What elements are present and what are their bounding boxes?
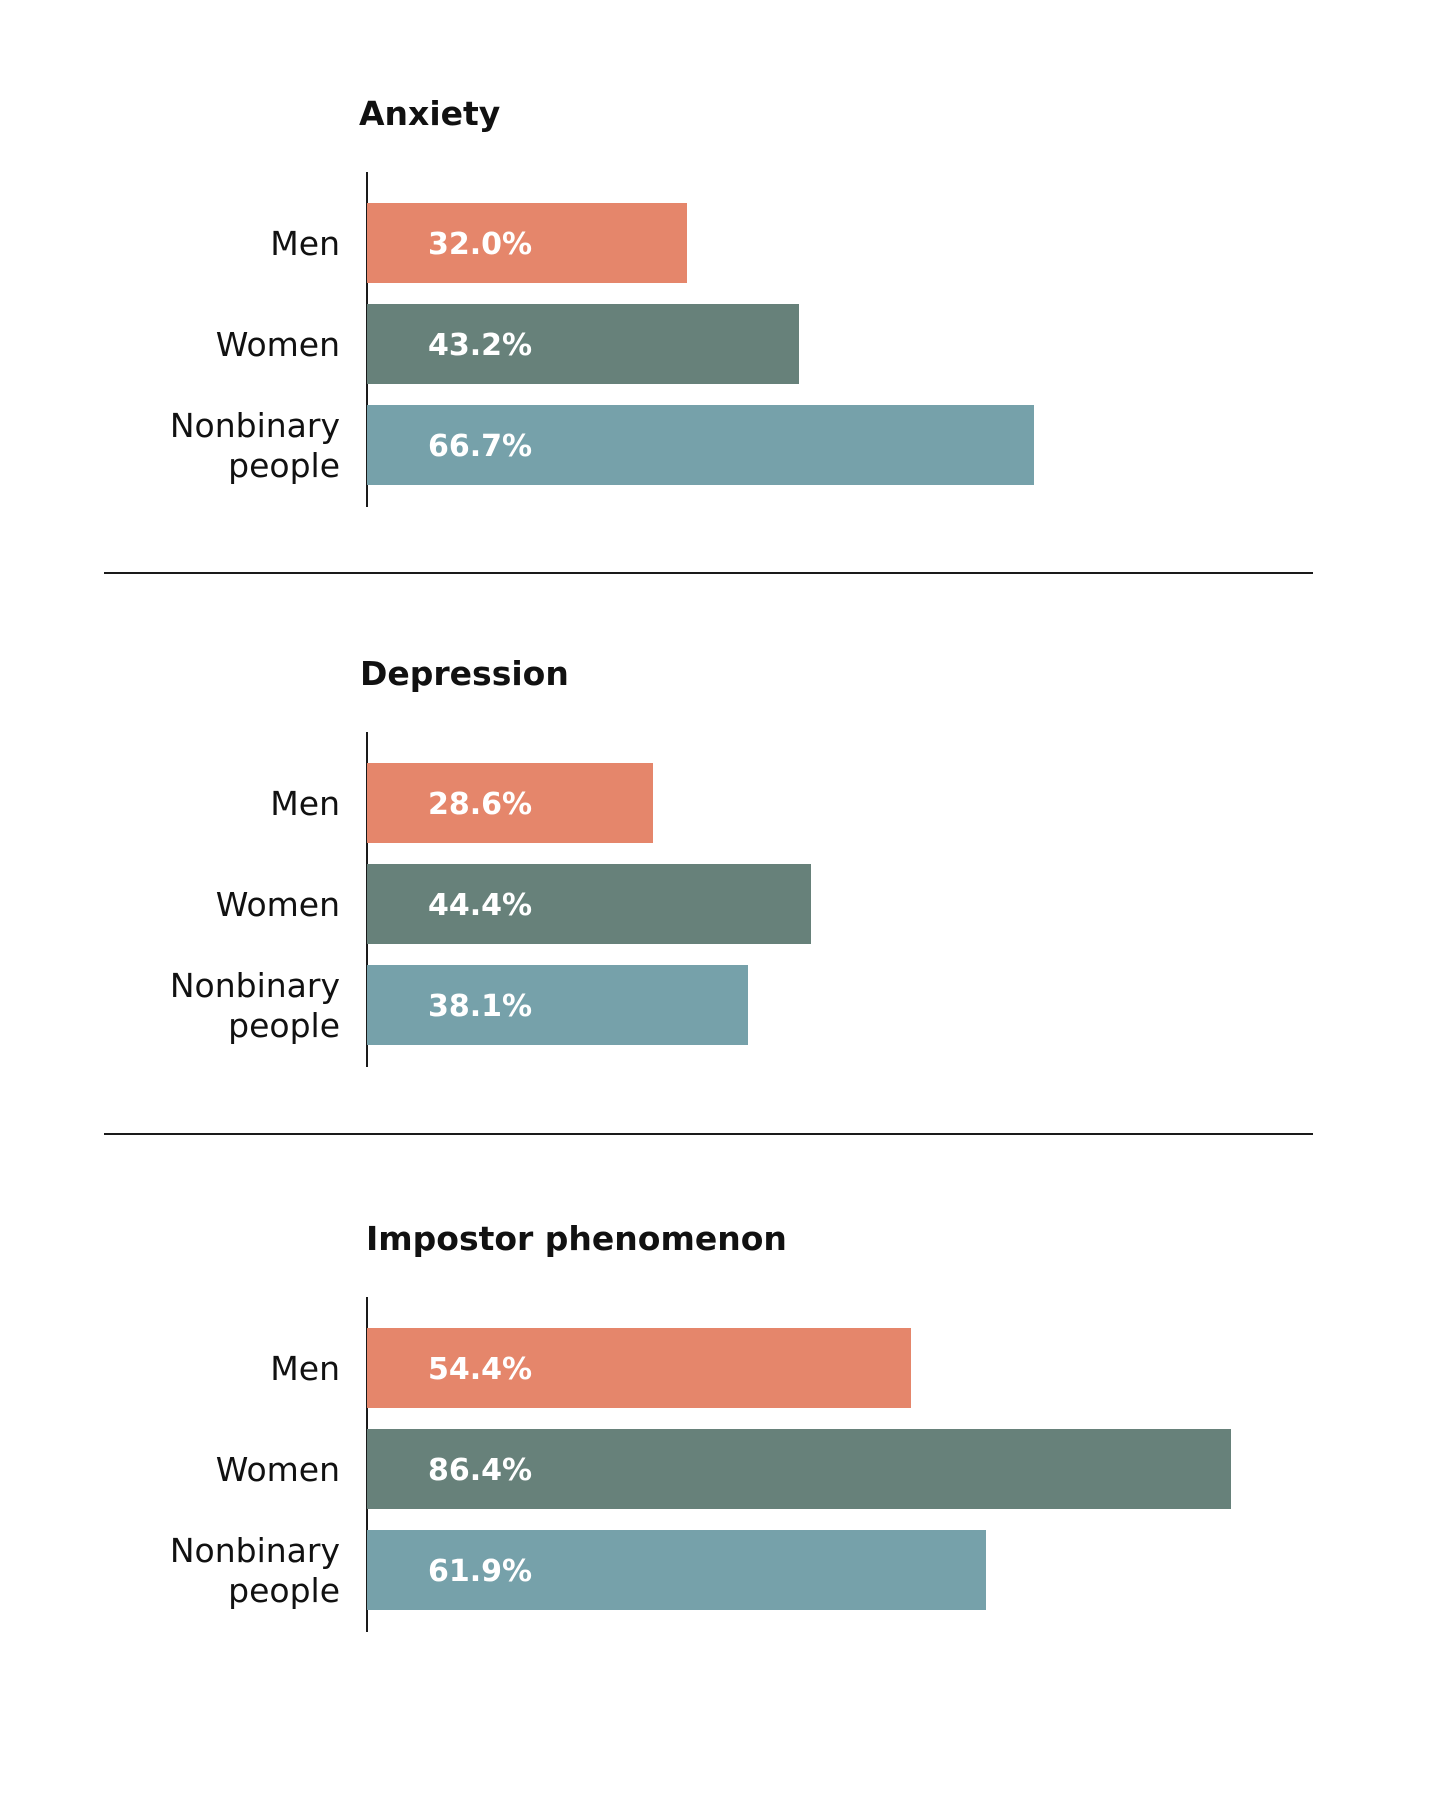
category-label: Women	[216, 885, 340, 924]
category-label: Nonbinary people	[170, 966, 340, 1045]
data-label: 66.7%	[428, 429, 532, 464]
data-label: 86.4%	[428, 1453, 532, 1488]
category-label-line: people	[228, 1571, 340, 1610]
chart-panel: Impostor phenomenon 54.4% Men 86.4% Women 61.…	[170, 1219, 1231, 1632]
category-label: Nonbinary people	[170, 406, 340, 485]
panel-title: Impostor phenomenon	[366, 1219, 787, 1258]
bar	[367, 864, 811, 944]
data-label: 44.4%	[428, 888, 532, 923]
bar	[367, 965, 748, 1045]
bar	[367, 1530, 986, 1610]
category-label: Men	[270, 1349, 340, 1388]
data-label: 32.0%	[428, 227, 532, 262]
data-label: 54.4%	[428, 1352, 532, 1387]
category-label-line: Nonbinary	[170, 406, 340, 445]
category-label: Women	[216, 325, 340, 364]
category-label: Men	[270, 784, 340, 823]
category-label-line: Nonbinary	[170, 966, 340, 1005]
bar	[367, 763, 653, 843]
panel-title: Depression	[360, 654, 569, 693]
bar	[367, 1328, 911, 1408]
data-label: 28.6%	[428, 787, 532, 822]
chart-panel: Depression 28.6% Men 44.4% Women 38.1% Nonbina…	[170, 654, 811, 1067]
bar	[367, 1429, 1231, 1509]
category-label: Women	[216, 1450, 340, 1489]
category-label-line: people	[228, 446, 340, 485]
category-label: Men	[270, 224, 340, 263]
data-label: 61.9%	[428, 1554, 532, 1589]
data-label: 38.1%	[428, 989, 532, 1024]
bar	[367, 304, 799, 384]
bar	[367, 405, 1034, 485]
category-label-line: people	[228, 1006, 340, 1045]
category-label-line: Nonbinary	[170, 1531, 340, 1570]
data-label: 43.2%	[428, 328, 532, 363]
panel-title: Anxiety	[359, 94, 500, 133]
chart-panel: Anxiety 32.0% Men 43.2% Women 66.7% Nonbinary p…	[170, 94, 1034, 507]
bar	[367, 203, 687, 283]
category-label: Nonbinary people	[170, 1531, 340, 1610]
